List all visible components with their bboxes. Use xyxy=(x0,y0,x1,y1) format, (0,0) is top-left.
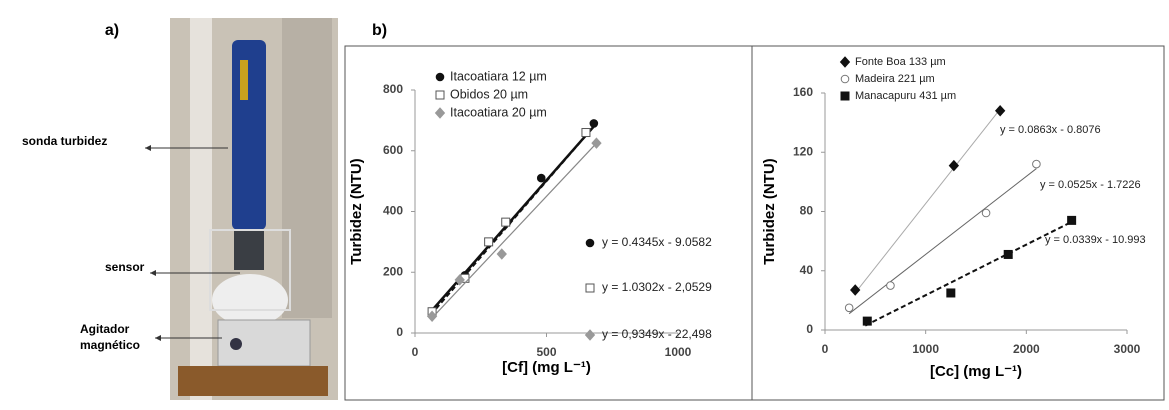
marker xyxy=(981,208,991,218)
marker xyxy=(1067,215,1077,225)
marker xyxy=(426,310,438,323)
arrowhead xyxy=(145,145,151,151)
marker xyxy=(501,217,511,227)
legend-label: Fonte Boa 133 µm xyxy=(855,56,946,68)
equation: y = 0.0525x - 1.7226 xyxy=(1040,179,1141,191)
panel-frame xyxy=(344,45,1165,401)
x-tick-label: 0 xyxy=(412,345,419,359)
legend-label: Itacoatiara 12 µm xyxy=(450,69,547,83)
annotation: sensor xyxy=(105,260,145,274)
y-tick-label: 40 xyxy=(800,263,814,277)
y-tick-label: 200 xyxy=(383,264,403,278)
marker xyxy=(484,237,494,247)
y-tick-label: 800 xyxy=(383,82,403,96)
y-tick-label: 120 xyxy=(793,144,813,158)
marker xyxy=(589,119,599,128)
x-tick-label: 500 xyxy=(536,345,556,359)
marker xyxy=(591,137,602,149)
legend-marker xyxy=(840,74,850,84)
marker xyxy=(581,128,591,138)
y-axis-label: Turbidez (NTU) xyxy=(348,158,365,264)
marker xyxy=(850,284,861,296)
equation: y = 0.0339x - 10.993 xyxy=(1045,234,1146,246)
x-tick-label: 1000 xyxy=(665,345,692,359)
trendline xyxy=(848,168,1037,315)
marker xyxy=(496,248,507,260)
equation: y = 1.0302x - 2,0529 xyxy=(602,280,712,294)
x-tick-label: 3000 xyxy=(1114,342,1141,356)
arrowhead xyxy=(155,335,161,341)
y-tick-label: 160 xyxy=(793,85,813,99)
y-axis-label: Turbidez (NTU) xyxy=(761,158,778,264)
equation: y = 0.0863x - 0.8076 xyxy=(1000,124,1101,136)
trendline xyxy=(864,220,1073,327)
trendline xyxy=(430,125,595,316)
annotation: Agitador xyxy=(80,322,130,336)
marker xyxy=(1032,159,1041,169)
arrowhead xyxy=(150,270,156,276)
marker xyxy=(454,274,465,286)
marker xyxy=(946,288,956,298)
marker xyxy=(536,173,546,183)
trendline xyxy=(854,107,1002,294)
annotation: magnético xyxy=(80,338,140,352)
equation: y = 0,9349x - 22,498 xyxy=(602,327,712,341)
marker xyxy=(994,105,1006,117)
x-axis-label: [Cc] (mg L⁻¹) xyxy=(930,363,1022,380)
y-tick-label: 0 xyxy=(396,325,403,339)
y-tick-label: 400 xyxy=(383,204,403,218)
equation-marker xyxy=(585,238,595,248)
trendline xyxy=(430,142,597,320)
equation-marker xyxy=(584,329,596,341)
marker xyxy=(886,281,895,290)
legend-marker xyxy=(840,91,850,101)
x-tick-label: 0 xyxy=(822,342,829,356)
legend-marker xyxy=(839,56,851,68)
legend-label: Obidos 20 µm xyxy=(450,87,528,101)
y-tick-label: 0 xyxy=(806,322,813,336)
x-tick-label: 1000 xyxy=(912,342,939,356)
panel-label: b) xyxy=(372,22,387,39)
marker xyxy=(844,303,854,313)
legend-label: Manacapuru 431 µm xyxy=(855,90,956,102)
equation: y = 0.4345x - 9.0582 xyxy=(602,235,712,249)
legend-marker xyxy=(435,90,445,100)
legend-marker xyxy=(435,72,445,82)
x-axis-label: [Cf] (mg L⁻¹) xyxy=(502,359,591,376)
y-tick-label: 80 xyxy=(800,204,814,218)
marker xyxy=(862,316,872,326)
legend-marker xyxy=(434,107,446,119)
y-tick-label: 600 xyxy=(383,143,403,157)
marker xyxy=(948,159,960,172)
legend-label: Madeira 221 µm xyxy=(855,73,935,85)
photo xyxy=(170,18,338,400)
legend-label: Itacoatiara 20 µm xyxy=(450,105,547,119)
panel-label: a) xyxy=(105,22,119,39)
marker xyxy=(1003,249,1013,259)
equation-marker xyxy=(585,283,595,293)
x-tick-label: 2000 xyxy=(1013,342,1040,356)
annotation: sonda turbidez xyxy=(22,134,107,148)
